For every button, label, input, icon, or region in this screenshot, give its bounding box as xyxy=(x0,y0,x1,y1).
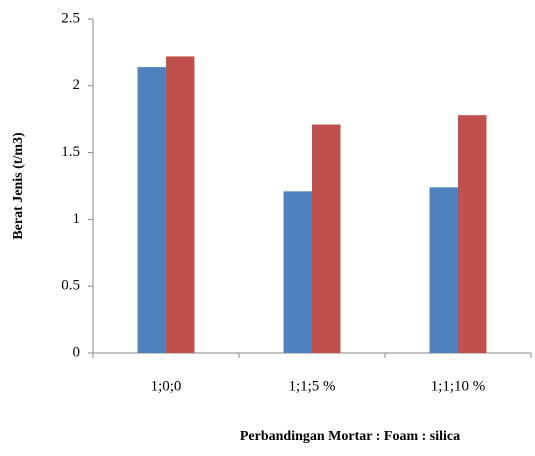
bar xyxy=(166,56,195,354)
y-tick-label: 2.5 xyxy=(61,10,80,26)
bar xyxy=(458,115,487,353)
y-tick-label: 0.5 xyxy=(61,278,80,294)
y-tick-label: 1 xyxy=(73,211,81,227)
bar xyxy=(283,191,312,353)
bar xyxy=(429,187,458,353)
bar xyxy=(137,67,166,353)
y-axis-title: Berat Jenis (t/m3) xyxy=(11,132,26,240)
y-tick-label: 0 xyxy=(73,344,81,360)
x-axis-title: Perbandingan Mortar : Foam : silica xyxy=(240,429,460,444)
y-tick-label: 1.5 xyxy=(61,144,80,160)
x-tick-label: 1;1;10 % xyxy=(431,378,486,394)
y-tick-label: 2 xyxy=(73,77,81,93)
x-tick-label: 1;0;0 xyxy=(151,378,182,394)
bar xyxy=(312,124,341,353)
x-tick-label: 1;1;5 % xyxy=(288,378,335,394)
